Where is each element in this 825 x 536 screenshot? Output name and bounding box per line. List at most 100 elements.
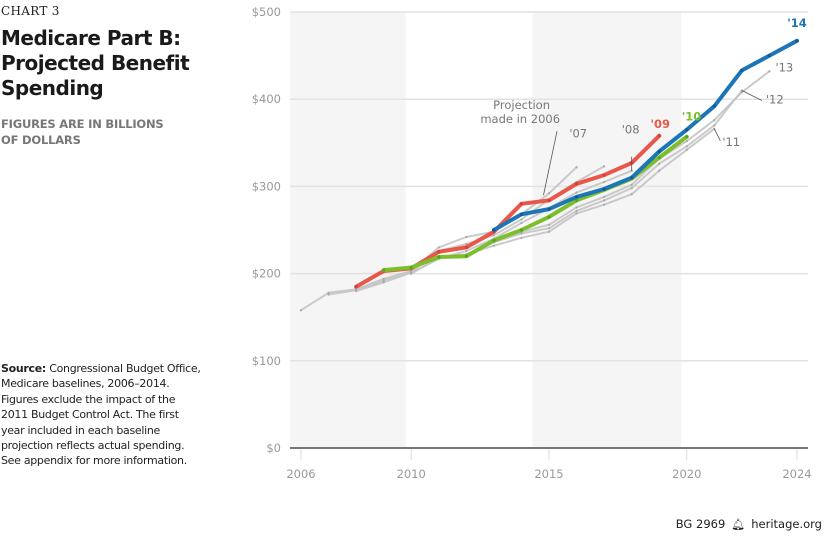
y-tick-label: $200	[252, 267, 281, 281]
shaded-band	[290, 12, 406, 448]
data-point	[547, 198, 551, 202]
data-point	[602, 187, 606, 191]
data-point	[712, 104, 716, 108]
data-point	[685, 139, 688, 143]
report-code: BG 2969	[675, 517, 726, 531]
x-axis-ticks: 2006 2010 2015 2020 2024	[286, 449, 812, 481]
data-point	[795, 39, 799, 43]
title-line: Spending	[1, 76, 104, 100]
y-tick-label: $500	[252, 5, 281, 19]
subtitle-line: FIGURES ARE IN BILLIONS	[1, 117, 164, 131]
chart-number: CHART 3	[1, 4, 60, 18]
annotation-label: '10	[682, 110, 702, 124]
annotation-label: '13	[775, 60, 793, 74]
x-tick-label: 2015	[534, 467, 563, 481]
data-point	[713, 119, 716, 122]
liberty-bell-icon: 🔔︎	[731, 517, 746, 531]
data-point	[685, 148, 688, 151]
series-lines	[299, 38, 799, 312]
data-point	[327, 293, 330, 296]
y-tick-label: $300	[252, 179, 281, 193]
annotation-label: Projection made in 2006	[480, 98, 560, 126]
data-point	[658, 162, 661, 165]
data-point	[382, 268, 386, 272]
data-point	[574, 182, 579, 186]
data-point	[575, 212, 578, 215]
annotation-leader	[543, 131, 558, 196]
data-point	[437, 246, 440, 249]
annotation-label: '11	[722, 135, 740, 149]
annotation-label: '08	[622, 123, 640, 137]
data-point	[630, 176, 634, 180]
data-point	[602, 173, 606, 177]
data-point	[520, 218, 523, 221]
data-point	[465, 249, 468, 253]
data-point	[382, 281, 385, 284]
shaded-bands	[290, 12, 682, 448]
data-point	[465, 235, 468, 239]
data-point	[520, 221, 523, 225]
data-point	[520, 236, 523, 239]
data-point	[685, 145, 688, 148]
data-point	[575, 209, 578, 212]
subtitle-line: OF DOLLARS	[1, 133, 81, 147]
annotation-line: made in 2006	[480, 112, 560, 126]
data-point	[437, 255, 441, 259]
data-point	[630, 193, 633, 196]
data-point	[657, 134, 661, 138]
data-point	[492, 228, 496, 232]
data-point	[630, 187, 633, 190]
data-point	[547, 192, 551, 195]
data-point	[658, 169, 661, 172]
x-tick-label: 2024	[782, 467, 811, 481]
data-point	[767, 54, 772, 58]
annotation-leader	[713, 128, 721, 142]
data-point	[574, 198, 579, 202]
chart-subtitle: FIGURES ARE IN BILLIONS OF DOLLARS	[1, 116, 201, 148]
data-point	[519, 212, 524, 216]
data-point	[382, 277, 385, 280]
data-point	[603, 180, 606, 184]
site-link[interactable]: heritage.org	[751, 517, 822, 531]
data-point	[547, 227, 551, 230]
y-tick-label: $0	[266, 441, 281, 455]
data-point	[575, 206, 578, 209]
data-point	[547, 223, 551, 226]
annotation-label: '09	[650, 117, 670, 131]
data-point	[740, 91, 743, 94]
data-point	[410, 272, 413, 275]
x-tick-label: 2010	[397, 467, 426, 481]
data-point	[630, 183, 633, 186]
data-point	[299, 309, 303, 312]
data-point	[519, 202, 524, 206]
data-point	[547, 215, 551, 219]
data-point	[464, 254, 468, 258]
annotation-label: '12	[766, 92, 784, 106]
data-point	[685, 128, 689, 132]
x-tick-label: 2006	[286, 467, 315, 481]
source-note: Source: Congressional Budget Office, Med…	[1, 361, 201, 469]
data-point	[409, 265, 413, 270]
y-axis-ticks: $0 $100 $200 $300 $400 $500	[252, 5, 281, 455]
data-point	[713, 124, 716, 127]
title-line: Projected Benefit	[1, 51, 190, 75]
source-label: Source:	[1, 362, 47, 375]
data-point	[465, 242, 468, 246]
data-point	[574, 195, 579, 199]
series-line-14	[491, 38, 799, 232]
annotations: Projection made in 2006 '07 '08 '09 '10 '11 '12…	[480, 16, 807, 196]
y-tick-label: $100	[252, 354, 281, 368]
y-tick-label: $400	[252, 92, 281, 106]
chart-title: Medicare Part B: Projected Benefit Spend…	[1, 26, 201, 101]
data-point	[768, 70, 771, 73]
data-point	[740, 68, 744, 73]
data-point	[603, 199, 606, 202]
data-point	[575, 191, 578, 194]
data-point	[464, 245, 468, 250]
data-point	[437, 250, 441, 254]
data-point	[492, 234, 495, 237]
footer: BG 2969 🔔︎ heritage.org	[676, 517, 822, 531]
data-point	[492, 238, 496, 243]
title-line: Medicare Part B:	[1, 26, 181, 50]
